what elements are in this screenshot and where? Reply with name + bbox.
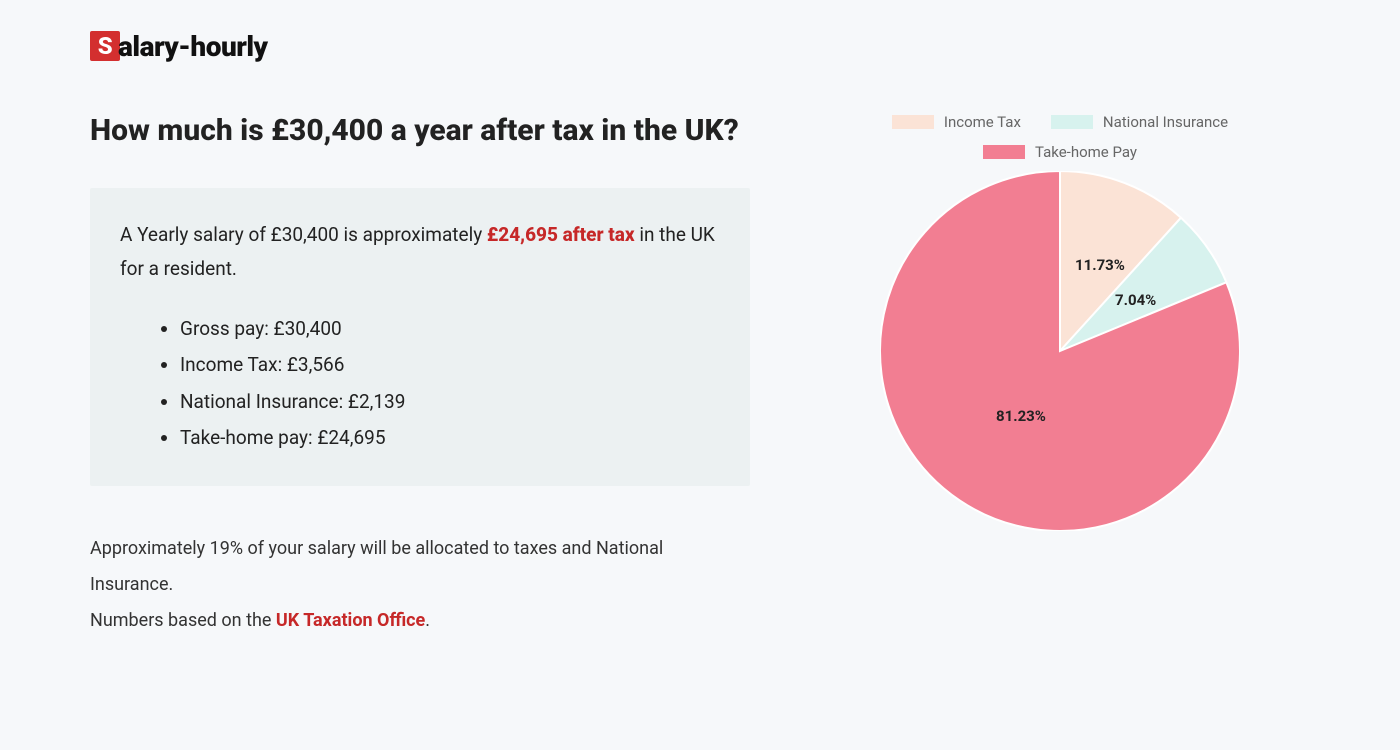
legend-item: Take-home Pay: [860, 143, 1260, 161]
list-item: Take-home pay: £24,695: [180, 420, 720, 456]
legend-swatch: [892, 115, 934, 129]
page-title: How much is £30,400 a year after tax in …: [90, 113, 750, 148]
legend-item: Income Tax: [892, 113, 1021, 131]
legend-item: National Insurance: [1051, 113, 1228, 131]
footer-note: Approximately 19% of your salary will be…: [90, 531, 750, 639]
site-logo: Salary-hourly: [90, 30, 1310, 63]
list-item: Gross pay: £30,400: [180, 311, 720, 347]
legend-label: Income Tax: [944, 113, 1021, 131]
slice-label: 11.73%: [1075, 256, 1125, 274]
pie-chart: 11.73% 7.04% 81.23%: [880, 171, 1240, 531]
chart-legend: Income Tax National Insurance Take-home …: [860, 113, 1260, 161]
list-item: National Insurance: £2,139: [180, 384, 720, 420]
legend-swatch: [1051, 115, 1093, 129]
footer-line2-post: .: [425, 610, 430, 631]
list-item: Income Tax: £3,566: [180, 347, 720, 383]
summary-box: A Yearly salary of £30,400 is approximat…: [90, 188, 750, 486]
logo-text: alary-hourly: [118, 30, 268, 63]
summary-prefix: A Yearly salary of £30,400 is approximat…: [120, 223, 487, 246]
legend-swatch: [983, 145, 1025, 159]
tax-office-link[interactable]: UK Taxation Office: [276, 610, 425, 631]
slice-label: 81.23%: [996, 407, 1046, 425]
summary-highlight: £24,695 after tax: [487, 223, 635, 246]
footer-line1: Approximately 19% of your salary will be…: [90, 538, 663, 595]
summary-list: Gross pay: £30,400 Income Tax: £3,566 Na…: [120, 311, 720, 455]
pie-svg: [880, 171, 1240, 531]
summary-sentence: A Yearly salary of £30,400 is approximat…: [120, 218, 720, 286]
legend-label: Take-home Pay: [1035, 143, 1137, 161]
legend-label: National Insurance: [1103, 113, 1228, 131]
slice-label: 7.04%: [1115, 291, 1156, 309]
logo-badge: S: [90, 31, 120, 61]
footer-line2-pre: Numbers based on the: [90, 610, 276, 631]
